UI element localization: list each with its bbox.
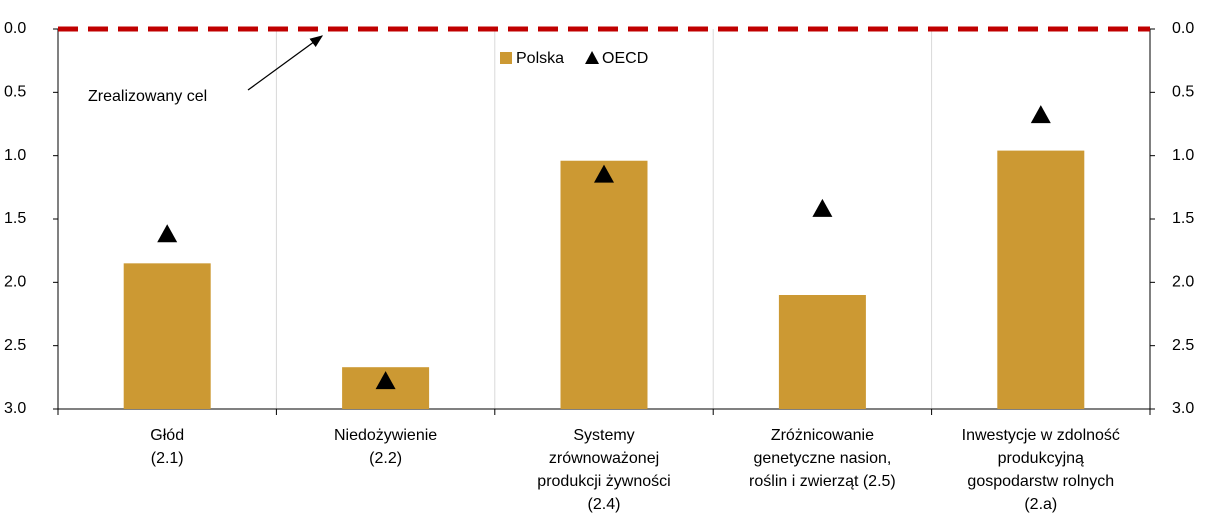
- annotation-arrow: [247, 35, 324, 91]
- x-tick-label: Głód (2.1): [150, 427, 184, 467]
- y-tick-label: 1.5: [4, 210, 26, 227]
- y-tick-label: 0.0: [4, 20, 26, 37]
- y-tick-label: 2.0: [4, 274, 26, 291]
- y2-tick-label: 0.5: [1172, 84, 1194, 101]
- x-tick-label: Systemy zrównoważonej produkcji żywności (2…: [537, 427, 670, 513]
- y2-tick-label: 2.5: [1172, 337, 1194, 354]
- oecd-marker: [594, 164, 614, 183]
- oecd-marker: [375, 371, 396, 390]
- legend-swatch: [500, 52, 512, 64]
- y-tick-label: 0.5: [4, 84, 26, 101]
- legend-label: Polska: [516, 50, 564, 67]
- bar: [560, 160, 648, 409]
- oecd-marker: [812, 198, 833, 217]
- x-tick-label: Zróżnicowanie genetyczne nasion, roślin i …: [749, 427, 896, 490]
- y2-tick-label: 1.5: [1172, 210, 1194, 227]
- x-tick-label: Inwestycje w zdolność produkcyjną gospodar…: [962, 427, 1120, 513]
- legend-swatch: [585, 51, 600, 64]
- y-tick-label: 1.0: [4, 147, 26, 164]
- y2-tick-label: 3.0: [1172, 400, 1194, 417]
- bar: [997, 150, 1085, 409]
- annotation: Zrealizowany cel: [88, 88, 207, 105]
- y2-tick-label: 2.0: [1172, 274, 1194, 291]
- bar: [123, 263, 211, 409]
- legend-label: OECD: [602, 50, 648, 67]
- x-tick-label: Niedożywienie (2.2): [334, 427, 437, 467]
- y-tick-label: 3.0: [4, 400, 26, 417]
- oecd-marker: [1030, 105, 1051, 124]
- y-tick-label: 2.5: [4, 337, 26, 354]
- oecd-marker: [157, 224, 178, 243]
- y2-tick-label: 1.0: [1172, 147, 1194, 164]
- y2-tick-label: 0.0: [1172, 20, 1194, 37]
- bar: [778, 295, 866, 409]
